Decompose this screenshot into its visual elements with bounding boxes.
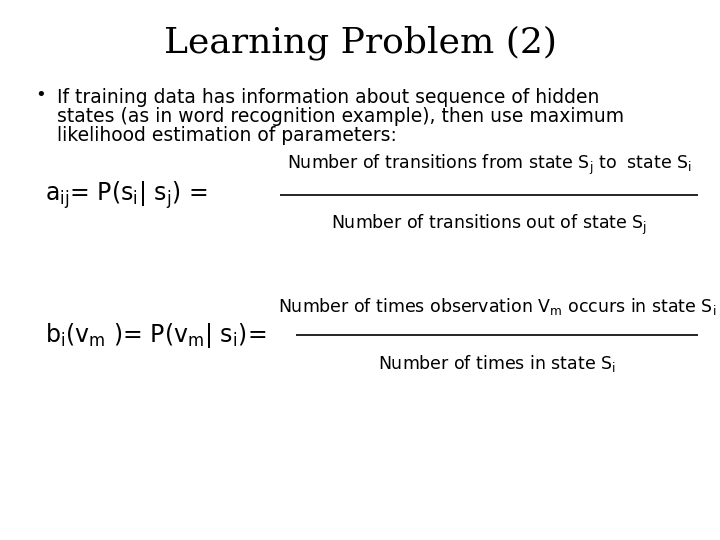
Text: Number of transitions from state $\mathsf{S_j}$ to  state $\mathsf{S_i}$: Number of transitions from state $\maths…: [287, 153, 691, 177]
Text: Number of times in state $\mathsf{S_i}$: Number of times in state $\mathsf{S_i}$: [378, 353, 616, 374]
Text: If training data has information about sequence of hidden: If training data has information about s…: [57, 88, 599, 107]
Text: Number of times observation $\mathsf{V_m}$ occurs in state $\mathsf{S_i}$: Number of times observation $\mathsf{V_m…: [278, 296, 716, 317]
Text: $\mathsf{a_{ij}}$= P($\mathsf{s_i}$| $\mathsf{s_j}$) =: $\mathsf{a_{ij}}$= P($\mathsf{s_i}$| $\m…: [45, 179, 207, 211]
Text: Learning Problem (2): Learning Problem (2): [163, 25, 557, 59]
Text: •: •: [35, 86, 46, 104]
Text: likelihood estimation of parameters:: likelihood estimation of parameters:: [57, 126, 397, 145]
Text: $\mathsf{b_i(v_m\ )}$= P($\mathsf{v_m}$| $\mathsf{s_i}$)=: $\mathsf{b_i(v_m\ )}$= P($\mathsf{v_m}$|…: [45, 321, 266, 349]
Text: Learning Problem (2): Learning Problem (2): [0, 539, 197, 540]
Text: states (as in word recognition example), then use maximum: states (as in word recognition example),…: [57, 107, 624, 126]
Text: Number of transitions out of state $\mathsf{S_j}$: Number of transitions out of state $\mat…: [331, 213, 647, 237]
